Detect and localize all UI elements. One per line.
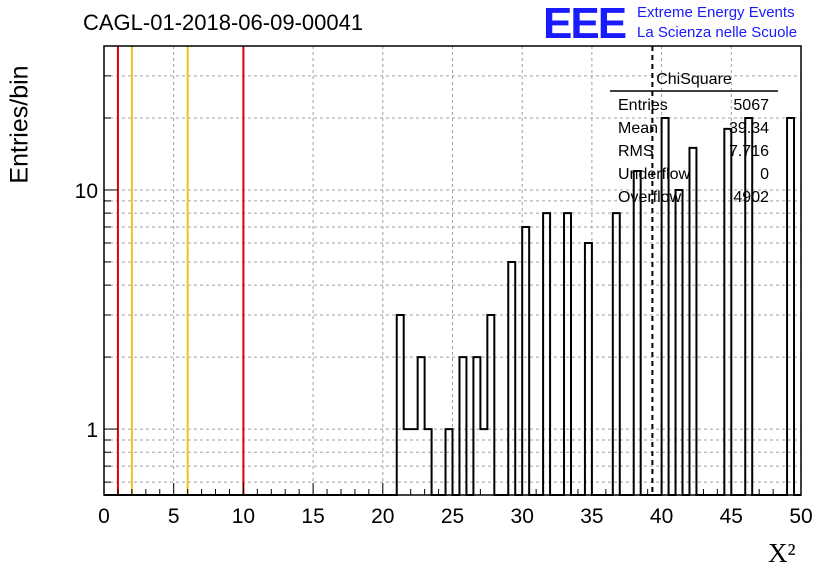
x-tick-label: 0: [98, 505, 110, 528]
histogram-bin: [404, 429, 411, 495]
eee-logo: EEE: [543, 0, 627, 48]
axes: 0 5 10 15 20 25 30 35 40 45 50 1 10: [75, 45, 813, 528]
stats-box: ChiSquare Entries 5067 Mean 39.34 RMS 7.716 Und…: [610, 71, 778, 206]
x-tick-label: 20: [371, 505, 394, 528]
y-tick-label: 1: [86, 419, 98, 442]
histogram-bin: [613, 213, 620, 495]
x-tick-label: 5: [168, 505, 180, 528]
stats-label: Underflow: [618, 166, 690, 183]
stats-value: 4902: [733, 189, 769, 206]
x-tick-label: 15: [301, 505, 324, 528]
x-tick-label: 10: [232, 505, 255, 528]
histogram-bin: [487, 315, 494, 495]
stats-label: Overflow: [618, 189, 682, 206]
x-axis-label: X²: [768, 538, 796, 568]
histogram-bin: [411, 429, 418, 495]
histogram-bin: [397, 315, 404, 495]
stats-value: 39.34: [729, 120, 769, 137]
histogram-bin: [676, 190, 683, 495]
histogram-bin: [585, 243, 592, 495]
histogram-bin: [508, 262, 515, 495]
logo-text-line1: Extreme Energy Events: [637, 4, 795, 21]
stats-label: Entries: [618, 97, 668, 114]
histogram-bin: [425, 429, 432, 495]
vertical-lines: [116, 46, 654, 495]
x-tick-label: 40: [650, 505, 673, 528]
histogram-bin: [689, 148, 696, 495]
histogram-bin: [564, 213, 571, 495]
histogram-bin: [446, 429, 453, 495]
histogram-bin: [634, 171, 641, 495]
x-tick-label: 45: [720, 505, 743, 528]
histogram-bin: [459, 357, 466, 495]
histogram-bin: [787, 118, 794, 495]
stats-label: Mean: [618, 120, 658, 137]
stats-title: ChiSquare: [656, 71, 732, 88]
stats-value: 0: [760, 166, 769, 183]
histogram-bin: [418, 357, 425, 495]
x-tick-label: 25: [441, 505, 464, 528]
x-tick-label: 30: [511, 505, 534, 528]
histogram-bin: [522, 227, 529, 495]
stats-value: 5067: [733, 97, 769, 114]
x-tick-label: 50: [789, 505, 812, 528]
histogram-bin: [473, 357, 480, 495]
x-tick-label: 35: [580, 505, 603, 528]
logo-text-line2: La Scienza nelle Scuole: [637, 24, 798, 41]
stats-label: RMS: [618, 143, 654, 160]
y-tick-label: 10: [75, 180, 98, 203]
stats-value: 7.716: [729, 143, 769, 160]
chart-title: CAGL-01-2018-06-09-00041: [83, 10, 364, 35]
histogram-bin: [543, 213, 550, 495]
histogram-bin: [724, 129, 731, 495]
histogram-bin: [480, 429, 487, 495]
histogram-bin: [745, 118, 752, 495]
